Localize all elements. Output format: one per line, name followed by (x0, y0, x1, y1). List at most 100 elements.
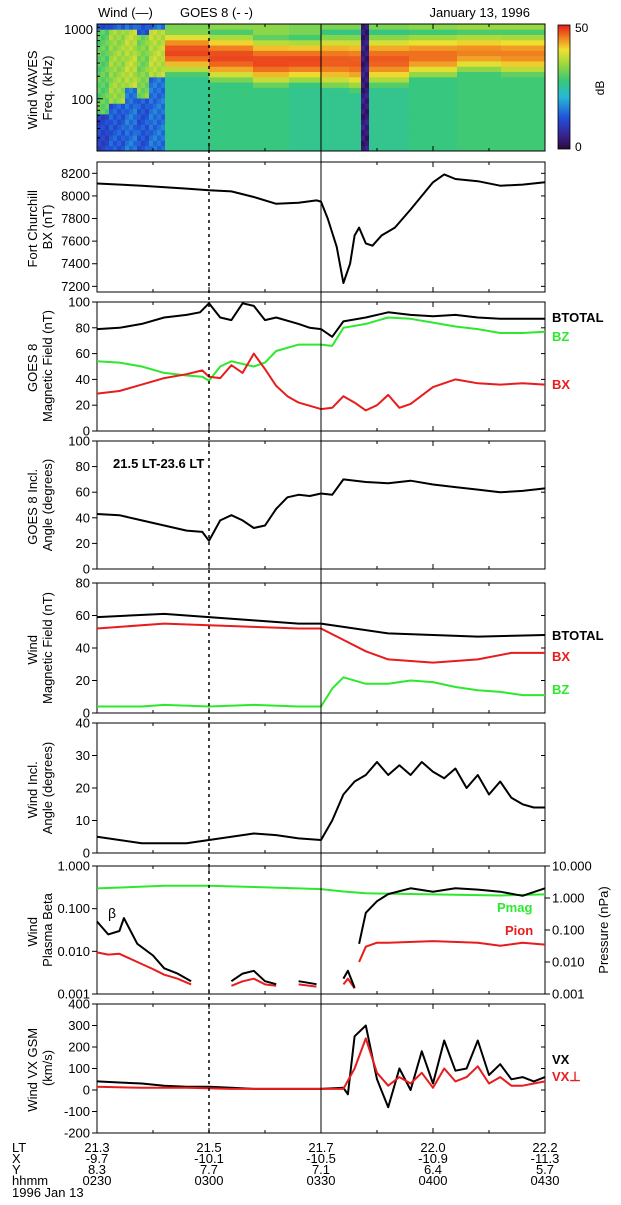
spectrogram-cell (373, 135, 378, 141)
spectrogram-cell (277, 124, 282, 131)
spectrogram-cell (173, 50, 178, 57)
spectrogram-cell (493, 92, 498, 99)
spectrogram-cell (273, 45, 278, 51)
spectrogram-cell (497, 50, 502, 57)
header-wind: Wind (—) (98, 5, 153, 20)
spectrogram-cell (317, 113, 322, 120)
spectrogram-cell (525, 129, 530, 136)
spectrogram-cell (141, 50, 146, 57)
beta-symbol: β (108, 905, 116, 921)
spectrogram-cell (281, 135, 286, 141)
spectrogram-cell (165, 140, 170, 147)
spectrogram-cell (409, 45, 414, 51)
spectrogram-cell (341, 98, 346, 104)
spectrogram-cell (273, 76, 278, 83)
spectrogram-cell (269, 24, 274, 30)
spectrogram-cell (145, 129, 150, 136)
spectrogram-cell (117, 66, 122, 73)
spectrogram-cell (525, 87, 530, 94)
spectrogram-cell (265, 92, 270, 99)
spectrogram-cell (349, 61, 354, 67)
spectrogram-cell (429, 108, 434, 115)
spectrogram-cell (281, 140, 286, 147)
spectrogram-cell (389, 87, 394, 94)
spectrogram-cell (113, 50, 118, 57)
spectrogram-cell (101, 108, 106, 115)
spectrogram-cell (313, 82, 318, 88)
spectrogram-cell (481, 71, 486, 78)
spectrogram-cell (373, 113, 378, 120)
series-line-beta (298, 980, 317, 986)
spectrogram-cell (101, 135, 106, 141)
spectrogram-cell (357, 82, 362, 88)
spectrogram-cell (473, 34, 478, 41)
spectrogram-cell (241, 34, 246, 41)
spectrogram-cell (429, 87, 434, 94)
spectrogram-cell (333, 45, 338, 51)
series-line-vx (96, 1024, 546, 1109)
spectrogram-cell (433, 140, 438, 147)
spectrogram-cell (445, 34, 450, 41)
spectrogram-cell (141, 108, 146, 115)
spectrogram-cell (165, 87, 170, 94)
spectrogram-cell (469, 45, 474, 51)
spectrogram-cell (313, 98, 318, 104)
spectrogram-cell (497, 140, 502, 147)
spectrogram-cell (433, 135, 438, 141)
spectrogram-cell (337, 124, 342, 131)
spectrogram-cell (201, 113, 206, 120)
spectrogram-cell (221, 140, 226, 147)
spectrogram-cell (145, 108, 150, 115)
series-line-beta (358, 887, 546, 945)
spectrogram-cell (293, 50, 298, 57)
y-axis-ticks (96, 23, 546, 151)
spectrogram-cell (241, 140, 246, 147)
spectrogram-cell (289, 76, 294, 83)
spectrogram-cell (249, 129, 254, 136)
spectrogram-cell (465, 34, 470, 41)
spectrogram-cell (345, 98, 350, 104)
y-tick-label: 40 (76, 372, 90, 387)
spectrogram-cell (277, 66, 282, 73)
spectrogram-cell (253, 135, 258, 141)
spectrogram-cell (117, 55, 122, 62)
spectrogram-cell (277, 135, 282, 141)
spectrogram-cell (289, 87, 294, 94)
spectrogram-cell (425, 135, 430, 141)
spectrogram-cell (121, 29, 126, 35)
spectrogram-cell (117, 34, 122, 41)
spectrogram-cell (133, 124, 138, 131)
spectrogram-cell (437, 29, 442, 35)
spectrogram-cell (421, 45, 426, 51)
spectrogram-cell (461, 145, 466, 152)
spectrogram-cell (121, 135, 126, 141)
spectrogram-cell (269, 50, 274, 57)
spectrogram-cell (193, 129, 198, 136)
spectrogram-cell (485, 87, 490, 94)
spectrogram-cell (205, 34, 210, 41)
spectrogram-cell (189, 76, 194, 83)
spectrogram-cell (237, 103, 242, 110)
spectrogram-cell (261, 98, 266, 104)
tick-label-100: 100 (71, 92, 93, 107)
spectrogram-cell (293, 124, 298, 131)
spectrogram-cell (265, 87, 270, 94)
spectrogram-cell (305, 87, 310, 94)
spectrogram-cell (369, 135, 374, 141)
spectrogram-cell (341, 24, 346, 30)
spectrogram-cell (361, 66, 366, 73)
spectrogram-cell (193, 108, 198, 115)
spectrogram-cell (209, 29, 214, 35)
spectrogram-cell (253, 119, 258, 125)
spectrogram-cell (205, 61, 210, 67)
spectrogram-cell (329, 34, 334, 41)
spectrogram-cell (513, 29, 518, 35)
spectrogram-cell (485, 113, 490, 120)
spectrogram-cell (213, 39, 218, 46)
spectrogram-cell (105, 82, 110, 88)
spectrogram-cell (437, 76, 442, 83)
spectrogram-cell (353, 119, 358, 125)
spectrogram-cell (293, 71, 298, 78)
spectrogram-cell (441, 66, 446, 73)
spectrogram-cell (217, 98, 222, 104)
